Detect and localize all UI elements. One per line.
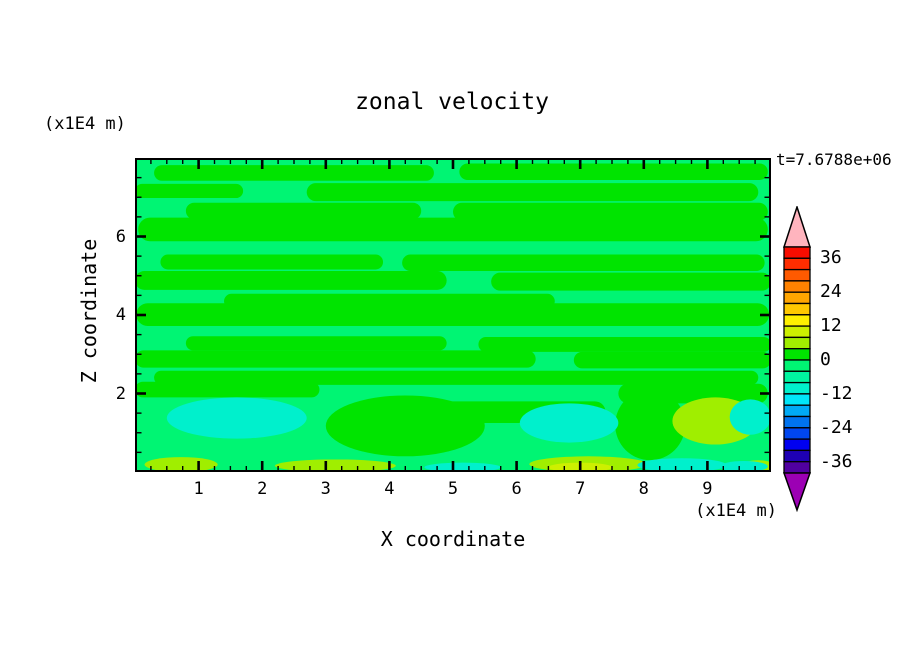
z-tick-label: 2 xyxy=(115,383,126,404)
colorbar xyxy=(782,206,812,512)
x-axis-title: X coordinate xyxy=(380,527,526,551)
z-axis-title: Z coordinate xyxy=(77,238,101,384)
x-tick-label: 3 xyxy=(320,479,331,499)
x-tick-label: 2 xyxy=(257,479,268,499)
x-tick-label: 4 xyxy=(384,479,395,499)
colorbar-tick-label: 12 xyxy=(820,315,842,337)
x-tick-label: 8 xyxy=(638,479,649,499)
contour-field xyxy=(135,158,771,472)
x-tick-label: 5 xyxy=(447,479,459,499)
x-axis-units-label: (x1E4 m) xyxy=(695,501,777,521)
x-tick-label: 9 xyxy=(702,479,713,499)
x-tick-label: 7 xyxy=(575,479,586,499)
contour-plot-area xyxy=(135,158,771,472)
z-axis-units-label: (x1E4 m) xyxy=(44,114,126,134)
colorbar-tick-label: 24 xyxy=(820,281,842,303)
colorbar-tick-label: -24 xyxy=(820,416,853,438)
z-tick-label: 6 xyxy=(115,226,126,247)
x-tick-label: 6 xyxy=(511,479,522,499)
x-tick-label: 1 xyxy=(193,479,204,499)
colorbar-tick-label: 0 xyxy=(820,349,831,370)
plot-title: zonal velocity xyxy=(355,89,549,115)
time-label: t=7.6788e+06 xyxy=(776,150,892,169)
z-tick-label: 4 xyxy=(115,305,126,325)
colorbar-tick-label: 36 xyxy=(820,247,842,269)
colorbar-tick-label: -12 xyxy=(820,382,853,404)
colorbar-tick-label: -36 xyxy=(820,450,853,472)
